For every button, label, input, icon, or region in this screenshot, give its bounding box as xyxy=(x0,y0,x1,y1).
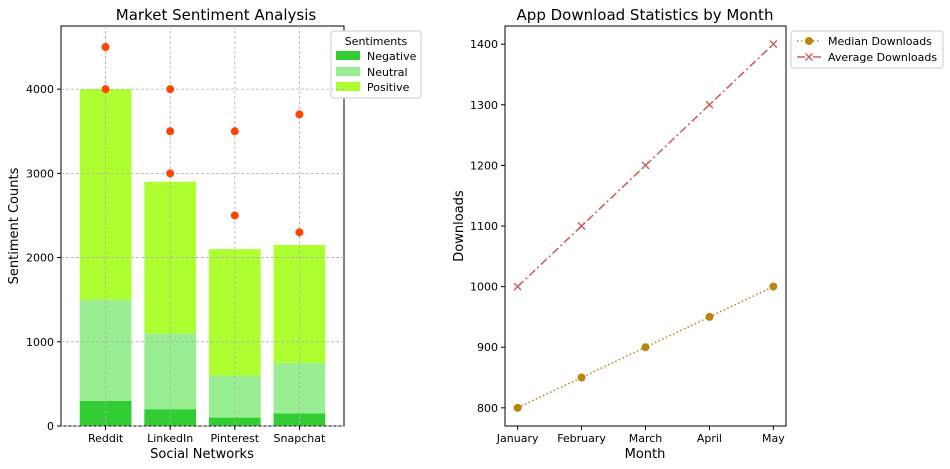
point-median-downloads xyxy=(769,282,778,291)
outlier-point-linkedin xyxy=(166,85,175,94)
downloads-lines xyxy=(513,40,778,412)
downloads-plot-frame xyxy=(504,25,787,427)
x-tick-label-pinterest: Pinterest xyxy=(211,432,260,445)
point-average-downloads xyxy=(577,222,586,230)
x-tick-label-january: January xyxy=(496,432,539,445)
x-tick-label-linkedin: LinkedIn xyxy=(147,432,193,445)
outlier-point-pinterest xyxy=(230,127,239,136)
legend-label-positive: Positive xyxy=(367,81,410,94)
downloads-x-ticks: January February March April May xyxy=(496,426,785,445)
x-tick-label-snapchat: Snapchat xyxy=(274,432,326,445)
outlier-point-linkedin xyxy=(166,127,175,136)
y-tick-label: 1200 xyxy=(470,159,498,172)
x-tick-label-march: March xyxy=(629,432,663,445)
sentiment-y-ticks: 0 1000 2000 3000 4000 xyxy=(26,83,61,433)
outlier-point-snapchat xyxy=(295,228,304,237)
outlier-point-reddit xyxy=(101,43,110,52)
legend-marker-average-downloads xyxy=(805,53,813,61)
outlier-point-reddit xyxy=(101,85,110,94)
point-median-downloads xyxy=(513,403,522,412)
sentiment-outliers xyxy=(101,43,304,237)
downloads-legend-box xyxy=(790,30,944,69)
legend-label-average: Average Downloads xyxy=(828,51,937,64)
bar-reddit-positive xyxy=(79,89,132,300)
legend-swatch-negative xyxy=(336,51,360,60)
sentiment-legend-title: Sentiments xyxy=(345,35,408,48)
y-tick-label: 1300 xyxy=(470,99,498,112)
point-average-downloads xyxy=(705,100,714,109)
legend-handle-average xyxy=(797,53,821,61)
legend-handle-median xyxy=(797,37,821,45)
downloads-chart-title: App Download Statistics by Month xyxy=(517,6,774,24)
y-tick-label: 1000 xyxy=(470,281,498,294)
legend-swatch-neutral xyxy=(336,67,360,76)
legend-marker-median-downloads xyxy=(805,37,813,45)
x-tick-label-may: May xyxy=(762,432,785,445)
x-tick-label-february: February xyxy=(557,432,606,445)
sentiment-legend-box xyxy=(330,30,422,99)
point-average-downloads xyxy=(641,161,650,170)
bar-snapchat-negative xyxy=(273,413,326,426)
sentiment-legend: Sentiments Negative Neutral Positive xyxy=(330,30,422,99)
legend-label-median: Median Downloads xyxy=(828,35,932,48)
sentiment-chart-title: Market Sentiment Analysis xyxy=(116,6,317,24)
outlier-point-pinterest xyxy=(230,211,239,220)
y-tick-label: 0 xyxy=(47,420,54,433)
y-tick-label: 4000 xyxy=(26,83,54,96)
sentiment-y-axis-label: Sentiment Counts xyxy=(7,167,22,284)
y-tick-label: 3000 xyxy=(26,167,54,180)
y-tick-label: 1100 xyxy=(470,220,498,233)
sentiment-x-ticks: Reddit LinkedIn Pinterest Snapchat xyxy=(88,426,326,445)
legend-label-neutral: Neutral xyxy=(367,66,408,79)
bar-reddit-neutral xyxy=(79,299,132,401)
downloads-y-axis-label: Downloads xyxy=(452,190,467,262)
y-tick-label: 1400 xyxy=(470,38,498,51)
point-median-downloads xyxy=(641,343,650,352)
downloads-legend: Median Downloads Average Downloads xyxy=(790,30,944,69)
legend-swatch-positive xyxy=(336,82,360,91)
point-average-downloads xyxy=(513,282,522,291)
y-tick-label: 2000 xyxy=(26,252,54,265)
legend-label-negative: Negative xyxy=(367,50,417,63)
y-tick-label: 800 xyxy=(477,402,498,415)
y-tick-label: 900 xyxy=(477,341,498,354)
point-median-downloads xyxy=(705,312,714,321)
sentiment-x-axis-label: Social Networks xyxy=(150,447,254,462)
downloads-y-ticks: 800 900 1000 1100 1200 1300 1400 xyxy=(470,38,505,415)
x-tick-label-reddit: Reddit xyxy=(88,432,124,445)
sentiment-chart: Market Sentiment Analysis Reddit LinkedIn… xyxy=(7,6,422,462)
outlier-point-linkedin xyxy=(166,169,175,178)
point-average-downloads xyxy=(769,40,778,49)
x-tick-label-april: April xyxy=(697,432,722,445)
downloads-chart: App Download Statistics by Month January… xyxy=(452,6,944,462)
downloads-x-axis-label: Month xyxy=(625,447,666,462)
point-median-downloads xyxy=(577,373,586,382)
outlier-point-snapchat xyxy=(295,110,304,119)
y-tick-label: 1000 xyxy=(26,336,54,349)
